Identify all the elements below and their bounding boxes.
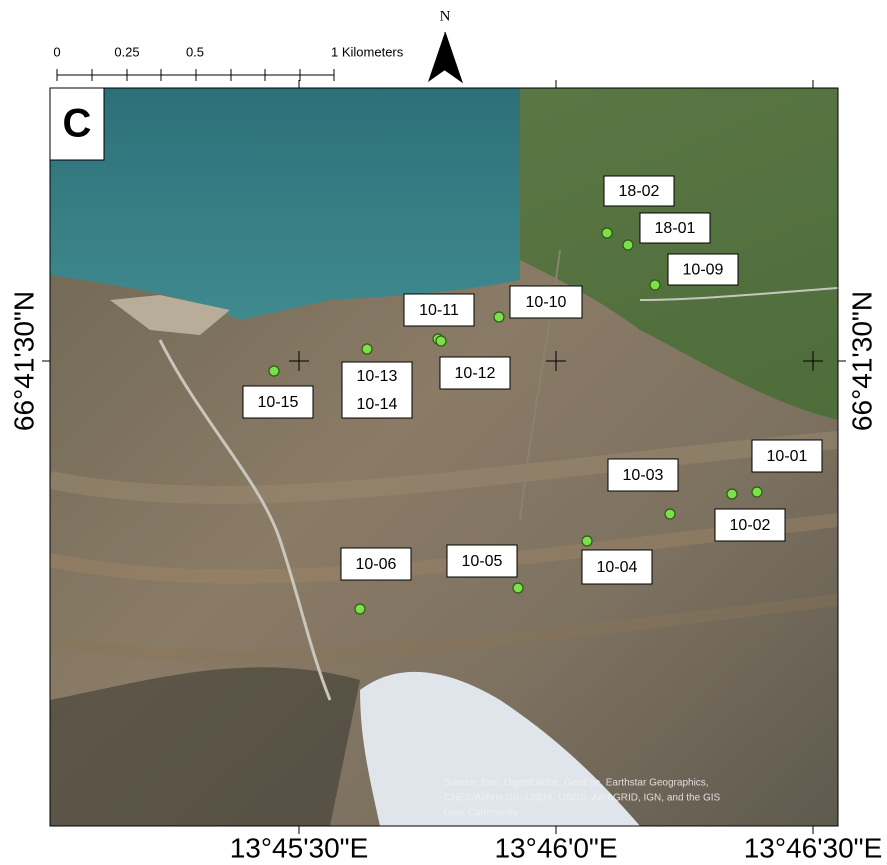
scale-label: 0.25 xyxy=(114,44,139,59)
site-label: 10-01 xyxy=(767,448,808,465)
scale-label: 1 Kilometers xyxy=(331,44,404,59)
imagery xyxy=(50,88,838,826)
site-label: 18-01 xyxy=(655,220,696,237)
site-label: 10-05 xyxy=(462,553,503,570)
latitude-label: 66°41'30"N xyxy=(8,291,39,431)
site-point xyxy=(727,489,737,499)
site-point xyxy=(650,280,660,290)
site-label: 10-14 xyxy=(357,396,398,413)
site-label: 10-03 xyxy=(623,467,664,484)
scale-bar: 0 0.25 0.5 1 Kilometers xyxy=(53,44,403,81)
site-label: 10-02 xyxy=(730,517,771,534)
site-label: 18-02 xyxy=(619,183,660,200)
panel-label: C xyxy=(63,102,92,146)
site-point xyxy=(623,240,633,250)
attribution: Source: Esri, DigitalGlobe, GeoEye, Eart… xyxy=(444,778,709,789)
scale-label: 0.5 xyxy=(186,44,204,59)
site-point xyxy=(355,604,365,614)
north-label: N xyxy=(440,8,451,24)
site-point xyxy=(602,228,612,238)
map-figure: C N 0 0.25 0.5 1 Kilometers 13°45'30"E 13°4… xyxy=(0,0,887,865)
site-label: 10-13 xyxy=(357,368,398,385)
longitude-label: 13°46'30"E xyxy=(744,832,883,863)
site-point xyxy=(752,487,762,497)
site-label: 10-12 xyxy=(455,365,496,382)
longitude-label: 13°46'0"E xyxy=(494,832,617,863)
north-arrow xyxy=(445,32,462,82)
site-label: 10-06 xyxy=(356,556,397,573)
site-point xyxy=(269,366,279,376)
longitude-label: 13°45'30"E xyxy=(230,832,369,863)
attribution: User Community xyxy=(444,808,518,819)
site-label: 10-10 xyxy=(526,294,567,311)
site-point xyxy=(494,312,504,322)
attribution: CNES/Airbus DS, USDA, USGS, AeroGRID, IG… xyxy=(444,793,721,804)
site-label: 10-15 xyxy=(258,394,299,411)
site-point xyxy=(362,344,372,354)
scale-label: 0 xyxy=(53,44,60,59)
site-label: 10-04 xyxy=(597,559,638,576)
site-label: 10-11 xyxy=(419,302,459,319)
site-point xyxy=(436,336,446,346)
latitude-label: 66°41'30"N xyxy=(846,291,877,431)
site-label: 10-09 xyxy=(683,262,724,279)
site-point xyxy=(513,583,523,593)
site-point xyxy=(582,536,592,546)
north-arrow xyxy=(428,32,445,82)
site-point xyxy=(665,509,675,519)
